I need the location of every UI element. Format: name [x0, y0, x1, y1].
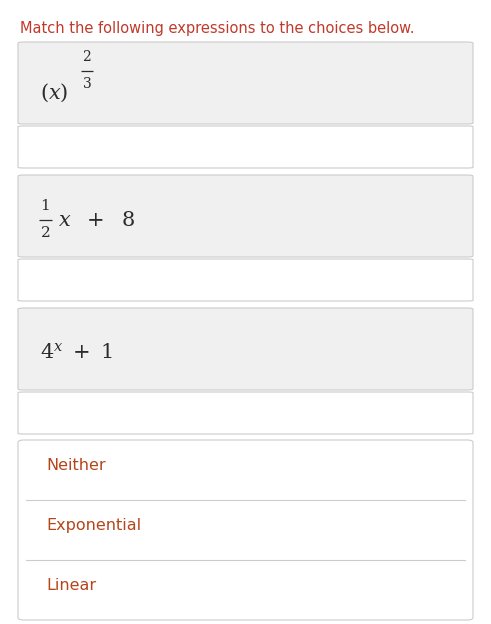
Text: $x\ \ +\ \ 8$: $x\ \ +\ \ 8$	[58, 210, 136, 230]
Text: Linear: Linear	[46, 578, 96, 593]
Text: $4^{x}\ +\ 1$: $4^{x}\ +\ 1$	[40, 343, 113, 363]
Text: $2$: $2$	[40, 225, 50, 240]
FancyBboxPatch shape	[18, 42, 473, 124]
Text: Exponential: Exponential	[46, 518, 141, 533]
Text: $(x)$: $(x)$	[40, 82, 68, 104]
FancyBboxPatch shape	[18, 175, 473, 257]
FancyBboxPatch shape	[18, 308, 473, 390]
Text: $2$: $2$	[82, 49, 92, 64]
FancyBboxPatch shape	[18, 259, 473, 301]
Text: Match the following expressions to the choices below.: Match the following expressions to the c…	[20, 21, 414, 36]
Text: $1$: $1$	[40, 198, 50, 213]
FancyBboxPatch shape	[18, 126, 473, 168]
FancyBboxPatch shape	[18, 440, 473, 620]
Text: Neither: Neither	[46, 457, 106, 473]
FancyBboxPatch shape	[18, 392, 473, 434]
Text: $3$: $3$	[82, 76, 92, 91]
